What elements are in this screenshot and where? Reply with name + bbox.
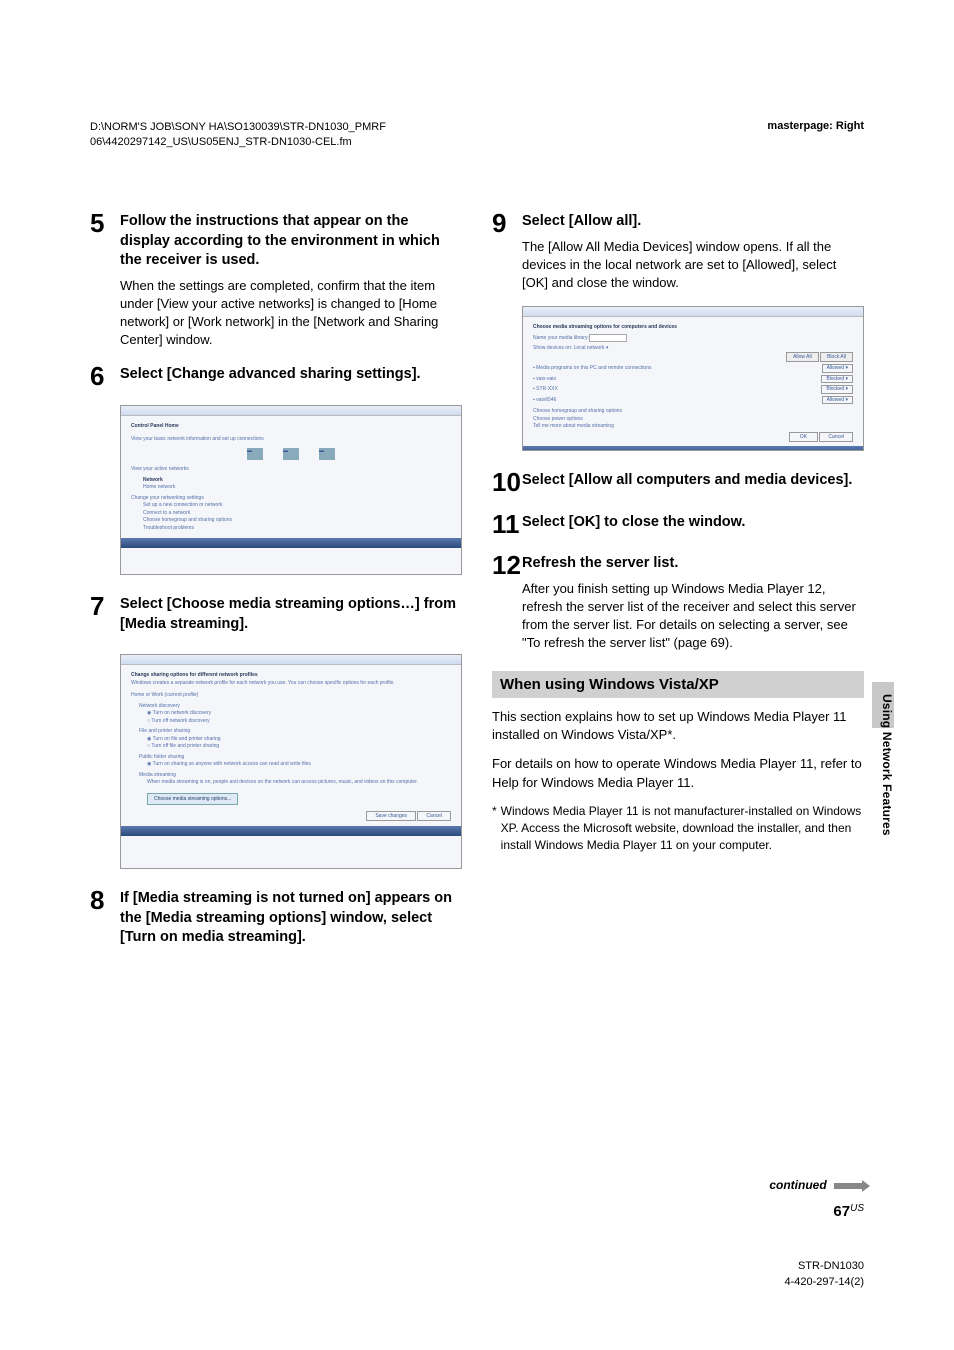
step-number: 6	[90, 363, 120, 391]
side-tab: Using Network Features	[872, 682, 894, 882]
screenshot-network-sharing: Control Panel Home View your basic netwo…	[120, 405, 462, 575]
step-title: Select [Allow all computers and media de…	[522, 471, 864, 491]
page-number: 67US	[833, 1203, 864, 1220]
page-container: D:\NORM'S JOB\SONY HA\SO130039\STR-DN103…	[0, 0, 954, 1350]
step-number: 7	[90, 593, 120, 640]
step-title: If [Media streaming is not turned on] ap…	[120, 889, 462, 948]
step-number: 8	[90, 887, 120, 954]
content-columns: 5 Follow the instructions that appear on…	[90, 210, 864, 968]
step-body: Select [Change advanced sharing settings…	[120, 363, 462, 391]
continued-arrow-icon	[834, 1183, 864, 1189]
step-8: 8 If [Media streaming is not turned on] …	[90, 887, 462, 954]
step-10: 10 Select [Allow all computers and media…	[492, 469, 864, 497]
step-number: 12	[492, 552, 522, 652]
step-body: Select [OK] to close the window.	[522, 511, 864, 539]
continued-indicator: continued	[769, 1178, 864, 1192]
right-column: 9 Select [Allow all]. The [Allow All Med…	[492, 210, 864, 968]
screenshot-media-streaming: Choose media streaming options for compu…	[522, 306, 864, 451]
step-text: After you finish setting up Windows Medi…	[522, 580, 864, 653]
footer-model-info: STR-DN1030 4-420-297-14(2)	[785, 1259, 865, 1290]
footnote-asterisk: *	[492, 803, 497, 853]
step-number: 9	[492, 210, 522, 292]
step-title: Select [OK] to close the window.	[522, 513, 864, 533]
step-number: 5	[90, 210, 120, 349]
section-heading-vista-xp: When using Windows Vista/XP	[492, 671, 864, 698]
step-title: Follow the instructions that appear on t…	[120, 212, 462, 271]
step-title: Select [Allow all].	[522, 212, 864, 232]
step-body: Follow the instructions that appear on t…	[120, 210, 462, 349]
step-body: Select [Choose media streaming options…]…	[120, 593, 462, 640]
step-6: 6 Select [Change advanced sharing settin…	[90, 363, 462, 391]
header-path: D:\NORM'S JOB\SONY HA\SO130039\STR-DN103…	[90, 120, 386, 151]
step-title: Select [Change advanced sharing settings…	[120, 365, 462, 385]
header-masterpage: masterpage: Right	[767, 120, 864, 132]
body-para-2: For details on how to operate Windows Me…	[492, 755, 864, 793]
footnote-text: Windows Media Player 11 is not manufactu…	[501, 803, 864, 853]
step-12: 12 Refresh the server list. After you fi…	[492, 552, 864, 652]
step-11: 11 Select [OK] to close the window.	[492, 511, 864, 539]
step-text: When the settings are completed, confirm…	[120, 277, 462, 350]
side-tab-label: Using Network Features	[872, 694, 894, 836]
step-number: 11	[492, 511, 522, 539]
left-column: 5 Follow the instructions that appear on…	[90, 210, 462, 968]
step-text: The [Allow All Media Devices] window ope…	[522, 238, 864, 293]
header-path-line1: D:\NORM'S JOB\SONY HA\SO130039\STR-DN103…	[90, 120, 386, 135]
body-para-1: This section explains how to set up Wind…	[492, 708, 864, 746]
step-5: 5 Follow the instructions that appear on…	[90, 210, 462, 349]
step-body: Refresh the server list. After you finis…	[522, 552, 864, 652]
step-body: Select [Allow all]. The [Allow All Media…	[522, 210, 864, 292]
step-9: 9 Select [Allow all]. The [Allow All Med…	[492, 210, 864, 292]
step-7: 7 Select [Choose media streaming options…	[90, 593, 462, 640]
page-number-value: 67	[833, 1203, 850, 1220]
step-title: Select [Choose media streaming options…]…	[120, 595, 462, 634]
footer-model: STR-DN1030	[785, 1259, 865, 1274]
step-number: 10	[492, 469, 522, 497]
footer-partnum: 4-420-297-14(2)	[785, 1275, 865, 1290]
continued-text: continued	[769, 1178, 826, 1192]
screenshot-advanced-sharing: Change sharing options for different net…	[120, 654, 462, 869]
step-body: Select [Allow all computers and media de…	[522, 469, 864, 497]
step-body: If [Media streaming is not turned on] ap…	[120, 887, 462, 954]
step-title: Refresh the server list.	[522, 554, 864, 574]
page-number-suffix: US	[850, 1203, 864, 1214]
header-path-line2: 06\4420297142_US\US05ENJ_STR-DN1030-CEL.…	[90, 135, 386, 150]
footnote: * Windows Media Player 11 is not manufac…	[492, 803, 864, 853]
